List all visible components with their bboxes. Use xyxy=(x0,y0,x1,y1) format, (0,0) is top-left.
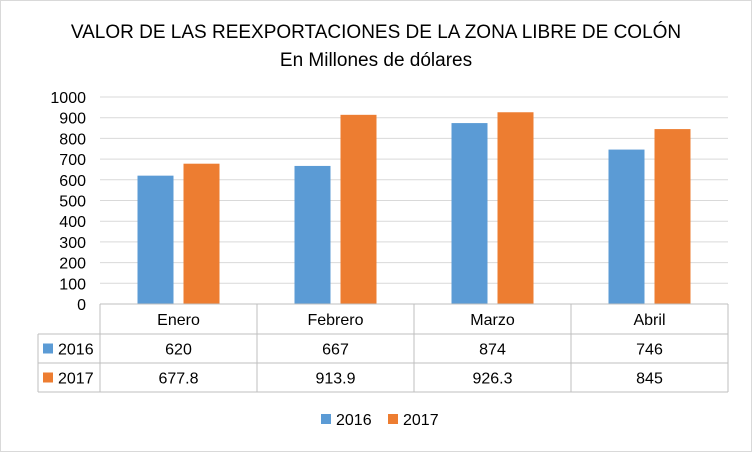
bar-2016-enero xyxy=(137,175,174,304)
y-tick-label: 1000 xyxy=(50,90,86,107)
y-tick-label: 0 xyxy=(77,297,86,314)
y-tick-label: 700 xyxy=(59,152,86,169)
y-tick-label: 300 xyxy=(59,235,86,252)
legend-label: 2016 xyxy=(336,412,372,429)
bar-2016-abril xyxy=(608,149,645,304)
bar-2017-febrero xyxy=(340,114,377,305)
y-tick-label: 500 xyxy=(59,194,86,211)
bar-2017-enero xyxy=(183,163,220,304)
legend-key-2017 xyxy=(388,414,398,424)
y-tick-label: 600 xyxy=(59,173,86,190)
table-series-label: 2017 xyxy=(58,371,94,388)
chart-subtitle: En Millones de dólares xyxy=(280,50,472,71)
x-tick-label: Marzo xyxy=(470,312,515,329)
data-label: 874 xyxy=(479,342,506,359)
y-tick-label: 400 xyxy=(59,214,86,231)
x-tick-label: Febrero xyxy=(307,312,363,329)
y-tick-label: 900 xyxy=(59,111,86,128)
legend-label: 2017 xyxy=(403,412,439,429)
bar-2017-marzo xyxy=(497,112,534,305)
data-label: 667 xyxy=(322,342,349,359)
bars xyxy=(137,112,691,305)
bar-2017-abril xyxy=(654,129,691,304)
data-label: 913.9 xyxy=(315,371,355,388)
chart-title: VALOR DE LAS REEXPORTACIONES DE LA ZONA … xyxy=(71,21,681,43)
bar-2016-febrero xyxy=(294,165,331,304)
data-label: 845 xyxy=(636,371,663,388)
data-label: 677.8 xyxy=(158,371,198,388)
y-tick-label: 800 xyxy=(59,131,86,148)
data-label: 746 xyxy=(636,342,663,359)
y-axis: 0 100 200 300 400 500 600 700 800 900 1000 xyxy=(50,90,86,314)
table-series-label: 2016 xyxy=(58,342,94,359)
x-tick-label: Enero xyxy=(157,312,200,329)
data-label: 926.3 xyxy=(472,371,512,388)
x-tick-label: Abril xyxy=(633,312,665,329)
legend: 2016 2017 xyxy=(321,412,439,429)
data-label: 620 xyxy=(165,342,192,359)
y-tick-label: 100 xyxy=(59,276,86,293)
table-legend-key-2017 xyxy=(43,372,53,383)
y-tick-label: 200 xyxy=(59,256,86,273)
legend-key-2016 xyxy=(321,414,331,424)
data-table: Enero Febrero Marzo Abril 2016 620 667 874 746 20… xyxy=(37,303,729,393)
table-legend-key-2016 xyxy=(43,343,53,354)
bar-2016-marzo xyxy=(451,123,488,304)
